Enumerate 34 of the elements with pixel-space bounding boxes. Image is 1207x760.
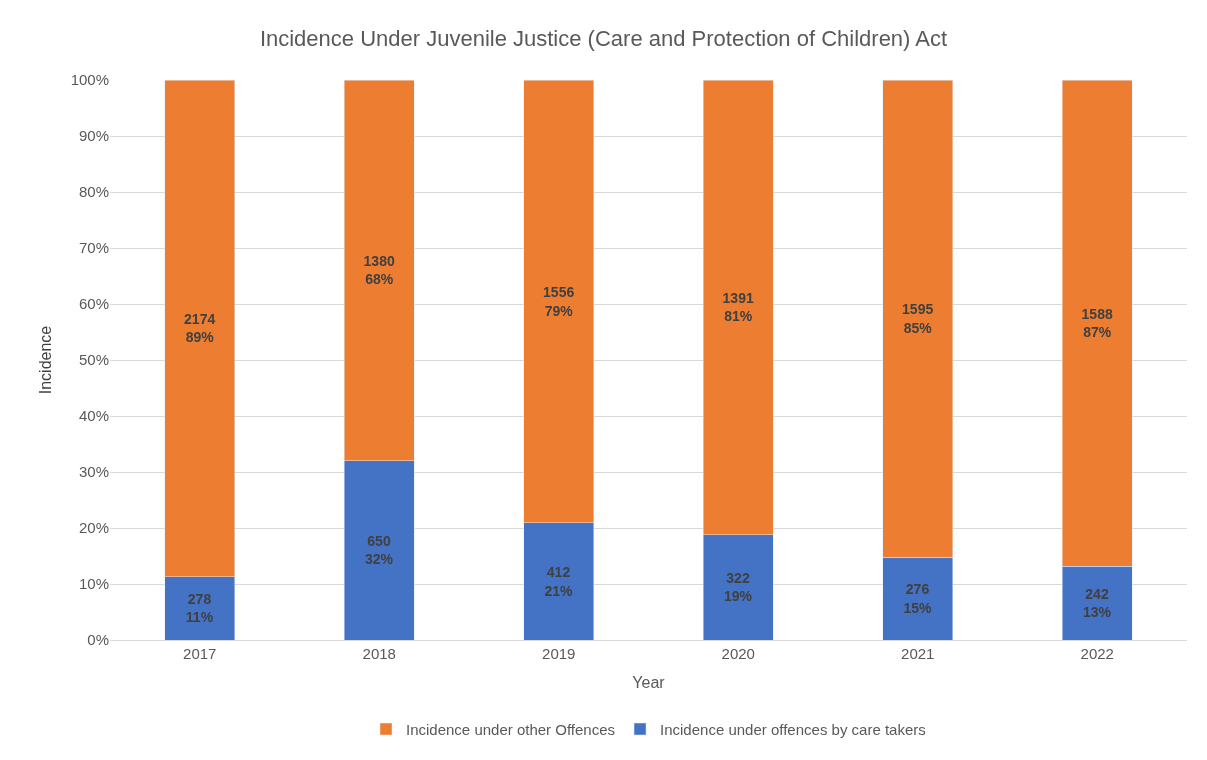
data-label: 278 11%	[185, 591, 214, 626]
y-tick-label: 90%	[78, 127, 109, 145]
data-label: 242 13%	[1082, 585, 1112, 621]
x-axis-title: Year	[632, 673, 666, 691]
x-tick-label: 2020	[721, 645, 755, 662]
x-tick-label: 2021	[901, 645, 935, 662]
y-tick-label: 60%	[78, 295, 109, 313]
data-label: 1391 81%	[722, 290, 754, 325]
y-tick-label: 40%	[78, 407, 109, 425]
data-label: 650 32%	[364, 533, 394, 568]
data-label: 1588 87%	[1081, 305, 1113, 341]
y-tick-label: 0%	[87, 631, 109, 649]
y-tick-label: 20%	[78, 519, 109, 537]
x-tick-label: 2019	[542, 645, 576, 662]
legend-label: Incidence under other Offences	[406, 720, 616, 738]
y-tick-label: 80%	[78, 183, 109, 201]
data-label: 2174 89%	[184, 311, 216, 346]
y-axis-title: Incidence	[36, 325, 54, 395]
y-tick-label: 10%	[78, 575, 109, 593]
x-tick-label: 2017	[183, 645, 217, 662]
data-label: 412 21%	[544, 564, 574, 599]
data-label: 1380 68%	[363, 253, 395, 288]
legend-label: Incidence under offences by care takers	[660, 720, 926, 738]
data-label: 322 19%	[723, 570, 753, 605]
data-label: 1556 79%	[543, 284, 575, 319]
y-tick-label: 50%	[78, 351, 109, 369]
x-tick-label: 2022	[1080, 645, 1114, 662]
x-tick-label: 2018	[362, 645, 396, 662]
y-tick-label: 30%	[78, 463, 109, 481]
y-tick-label: 100%	[70, 71, 109, 89]
chart-title: Incidence Under Juvenile Justice (Care and Protection of Children) Act	[259, 25, 948, 51]
y-tick-label: 70%	[78, 239, 109, 257]
data-label: 1595 85%	[902, 301, 934, 336]
data-label: 276 15%	[903, 581, 933, 616]
